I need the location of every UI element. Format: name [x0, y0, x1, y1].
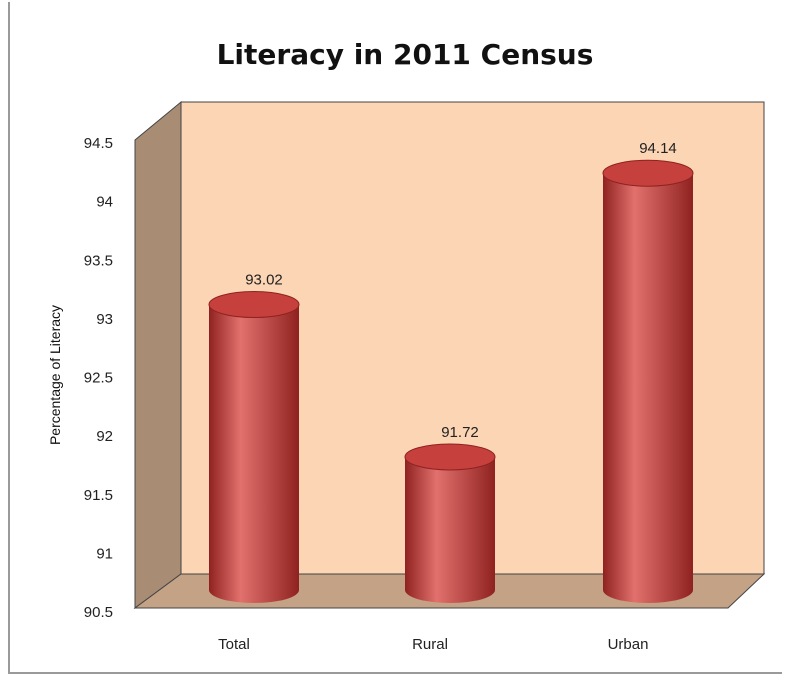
y-tick-label: 91 — [96, 545, 113, 562]
y-tick-label: 92 — [96, 428, 113, 445]
bar-rural: 91.72 — [404, 424, 496, 603]
chart-frame — [8, 2, 782, 674]
data-label: 91.72 — [441, 424, 479, 441]
bar-top — [208, 291, 300, 319]
y-tick-label: 94.5 — [84, 135, 113, 152]
y-axis-ticks: 90.5 91 91.5 92 92.5 93 93.5 94 94.5 — [84, 135, 113, 621]
bar-body — [405, 456, 495, 603]
x-axis-categories: Total Rural Urban — [218, 636, 648, 653]
y-tick-label: 93 — [96, 311, 113, 328]
bar-body — [209, 304, 299, 603]
y-tick-label: 90.5 — [84, 604, 113, 621]
y-tick-label: 92.5 — [84, 370, 113, 387]
bar-top — [602, 159, 694, 187]
bar-body — [603, 173, 693, 603]
data-label: 93.02 — [245, 272, 283, 289]
y-tick-label: 94 — [96, 194, 113, 211]
bars: 93.02 91.72 94.14 — [208, 140, 694, 603]
bar-urban: 94.14 — [602, 140, 694, 603]
y-tick-label: 91.5 — [84, 487, 113, 504]
data-label: 94.14 — [639, 140, 677, 157]
side-wall — [134, 100, 182, 609]
x-category-label: Rural — [412, 636, 448, 653]
chart-title: Literacy in 2011 Census — [217, 38, 594, 71]
y-axis-label: Percentage of Literacy — [47, 305, 63, 445]
bar-total: 93.02 — [208, 272, 300, 603]
y-tick-label: 93.5 — [84, 252, 113, 269]
x-category-label: Urban — [608, 636, 649, 653]
bar-top — [404, 443, 496, 471]
x-category-label: Total — [218, 636, 250, 653]
